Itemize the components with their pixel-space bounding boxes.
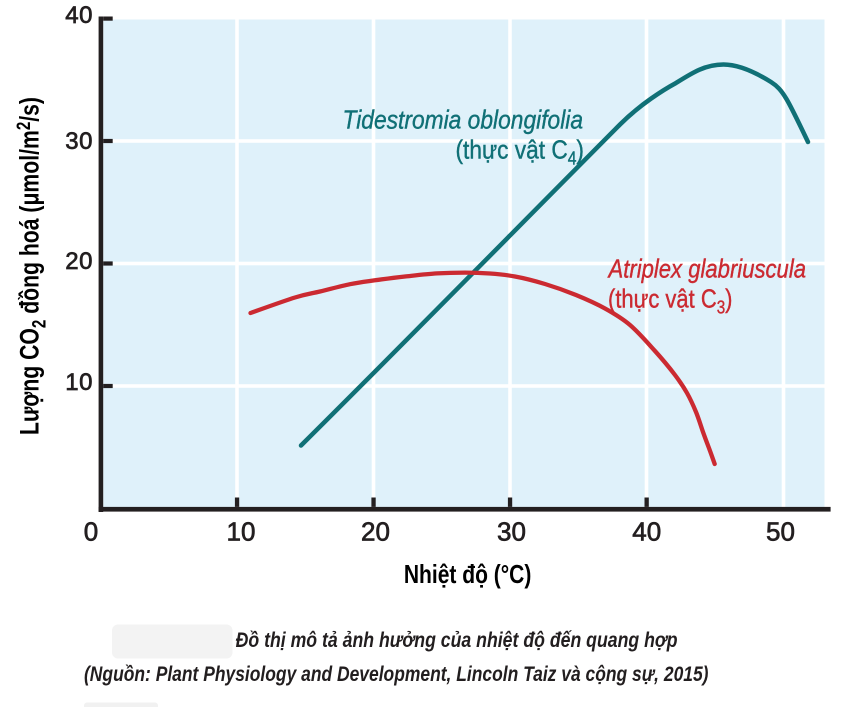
svg-text:30: 30 (497, 517, 526, 547)
svg-text:(thực vật C3): (thực vật C3) (608, 284, 733, 318)
svg-text:30: 30 (65, 128, 93, 155)
svg-text:Atriplex glabriuscula: Atriplex glabriuscula (607, 254, 806, 284)
svg-text:40: 40 (632, 517, 661, 547)
svg-text:Nhiệt độ (°C): Nhiệt độ (°C) (404, 559, 532, 589)
svg-text:10: 10 (65, 369, 93, 396)
svg-text:(Nguồn: Plant Physiology and D: (Nguồn: Plant Physiology and Development… (84, 662, 709, 686)
svg-text:Lượng CO2 đồng hoá (μmol/m2/s): Lượng CO2 đồng hoá (μmol/m2/s) (14, 97, 51, 435)
svg-text:Tidestromia oblongifolia: Tidestromia oblongifolia (343, 105, 584, 135)
svg-text:Đồ thị mô tả ảnh hưởng của nhi: Đồ thị mô tả ảnh hưởng của nhiệt độ đến … (236, 628, 678, 652)
svg-text:20: 20 (361, 517, 390, 547)
svg-text:50: 50 (766, 517, 795, 547)
svg-text:20: 20 (65, 248, 93, 275)
svg-text:10: 10 (227, 517, 256, 547)
svg-text:0: 0 (84, 517, 98, 547)
svg-text:40: 40 (65, 2, 93, 29)
svg-text:(thực vật C4): (thực vật C4) (456, 135, 585, 169)
